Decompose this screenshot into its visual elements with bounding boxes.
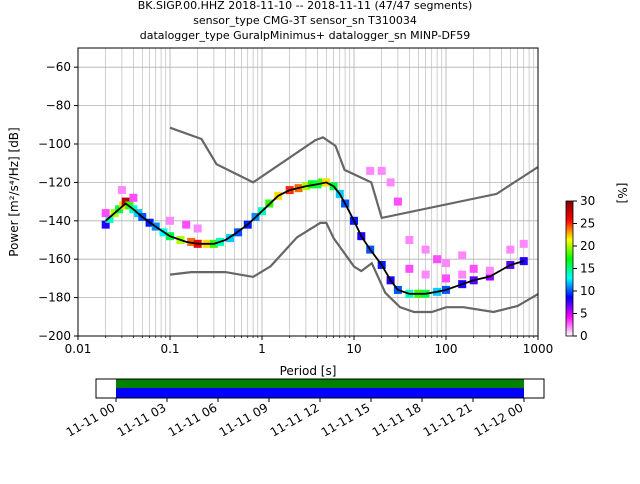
histogram-cell: [485, 266, 494, 275]
x-tick-label: 1000: [523, 342, 554, 356]
y-tick-label: −80: [46, 99, 71, 113]
histogram-cell: [129, 193, 138, 202]
time-tick-label: 11-11 12: [268, 400, 322, 439]
title-line-1: BK.SIGP.00.HHZ 2018-11-10 -- 2018-11-11 …: [138, 0, 473, 12]
histogram-cell: [117, 186, 126, 195]
histogram-cell: [377, 166, 386, 175]
coverage-band-blue: [116, 388, 524, 398]
x-tick-label: 1: [258, 342, 266, 356]
new-high-noise-model-line: [169, 126, 539, 220]
histogram-cell: [405, 264, 414, 273]
time-tick-label: 11-11 18: [370, 400, 424, 439]
colorbar-gradient: [565, 200, 574, 337]
x-axis-ticks: 0.01 0.1 1 10 100 1000: [65, 336, 554, 356]
histogram-cell: [393, 197, 402, 206]
histogram-cell: [458, 251, 467, 260]
colorbar-label: [%]: [615, 183, 629, 204]
time-tick-label: 11-11 09: [217, 400, 271, 439]
x-tick-label: 100: [435, 342, 458, 356]
histogram-cell: [405, 236, 414, 244]
y-tick-label: −180: [38, 291, 71, 305]
y-tick-label: −100: [38, 137, 71, 151]
y-tick-label: −60: [46, 60, 71, 74]
histogram-cell: [506, 245, 515, 254]
histogram-cell: [421, 245, 430, 254]
time-tick-label: 11-12 00: [472, 400, 526, 439]
colorbar-tick-label: 25: [580, 217, 595, 231]
histogram-cell: [193, 224, 202, 233]
y-tick-label: −200: [38, 329, 71, 343]
title-line-3: datalogger_type GuralpMinimus+ datalogge…: [140, 29, 471, 42]
histogram-cell: [101, 220, 110, 229]
histogram-cell: [458, 270, 467, 279]
time-tick-label: 11-11 03: [115, 400, 169, 439]
time-tick-label: 11-11 21: [421, 400, 475, 439]
x-tick-label: 10: [346, 342, 361, 356]
histogram-cell: [421, 270, 430, 279]
time-tick-label: 11-11 06: [166, 400, 220, 439]
colorbar-tick-label: 20: [580, 239, 595, 253]
x-tick-label: 0.1: [160, 342, 179, 356]
grid: [77, 48, 538, 337]
y-axis-ticks: −60 −80 −100 −120 −140 −160 −180 −200: [38, 60, 78, 343]
time-tick-label: 11-11 00: [64, 400, 118, 439]
title-line-2: sensor_type CMG-3T sensor_sn T310034: [193, 14, 417, 27]
mode-line: [105, 181, 524, 295]
colorbar-tick-label: 10: [580, 284, 595, 298]
colorbar-tick-label: 0: [580, 329, 588, 343]
figure-title: BK.SIGP.00.HHZ 2018-11-10 -- 2018-11-11 …: [138, 0, 473, 42]
colorbar-tick-label: 30: [580, 194, 595, 208]
colorbar-ticks: 0 5 10 15 20 25 30: [573, 194, 595, 343]
y-axis-label: Power [m²/s⁴/Hz] [dB]: [7, 127, 21, 256]
histogram-cell: [166, 216, 174, 225]
y-tick-label: −140: [38, 214, 71, 228]
y-tick-label: −160: [38, 252, 71, 266]
histogram-cell: [386, 178, 395, 187]
psd-axes: 0.01 0.1 1 10 100 1000 −60 −80 −100 −120 −140 −160…: [7, 47, 554, 378]
x-tick-label: 0.01: [65, 342, 92, 356]
histogram-cell: [519, 239, 528, 248]
histogram-cell: [442, 259, 450, 268]
histogram-cell: [226, 234, 235, 243]
histogram-cell: [433, 255, 442, 264]
colorbar: 0 5 10 15 20 25 30 [%]: [565, 183, 629, 343]
histogram-cell: [366, 166, 375, 175]
coverage-band-green: [116, 379, 524, 388]
histogram-cell: [182, 220, 191, 229]
histogram-cell: [469, 264, 478, 273]
colorbar-tick-label: 5: [580, 307, 588, 321]
psd-plot-area: [78, 48, 538, 336]
new-low-noise-model-line: [169, 221, 539, 314]
colorbar-tick-label: 15: [580, 262, 595, 276]
histogram-cell: [105, 214, 114, 223]
histogram-cell: [101, 209, 110, 218]
psd-axes-frame: [77, 47, 539, 337]
x-axis-label: Period [s]: [280, 364, 337, 378]
noise-model-lines: [105, 126, 539, 314]
histogram-cell: [519, 257, 528, 266]
histogram-cell: [442, 274, 450, 283]
time-tick-label: 11-11 15: [319, 400, 373, 439]
y-tick-label: −120: [38, 175, 71, 189]
